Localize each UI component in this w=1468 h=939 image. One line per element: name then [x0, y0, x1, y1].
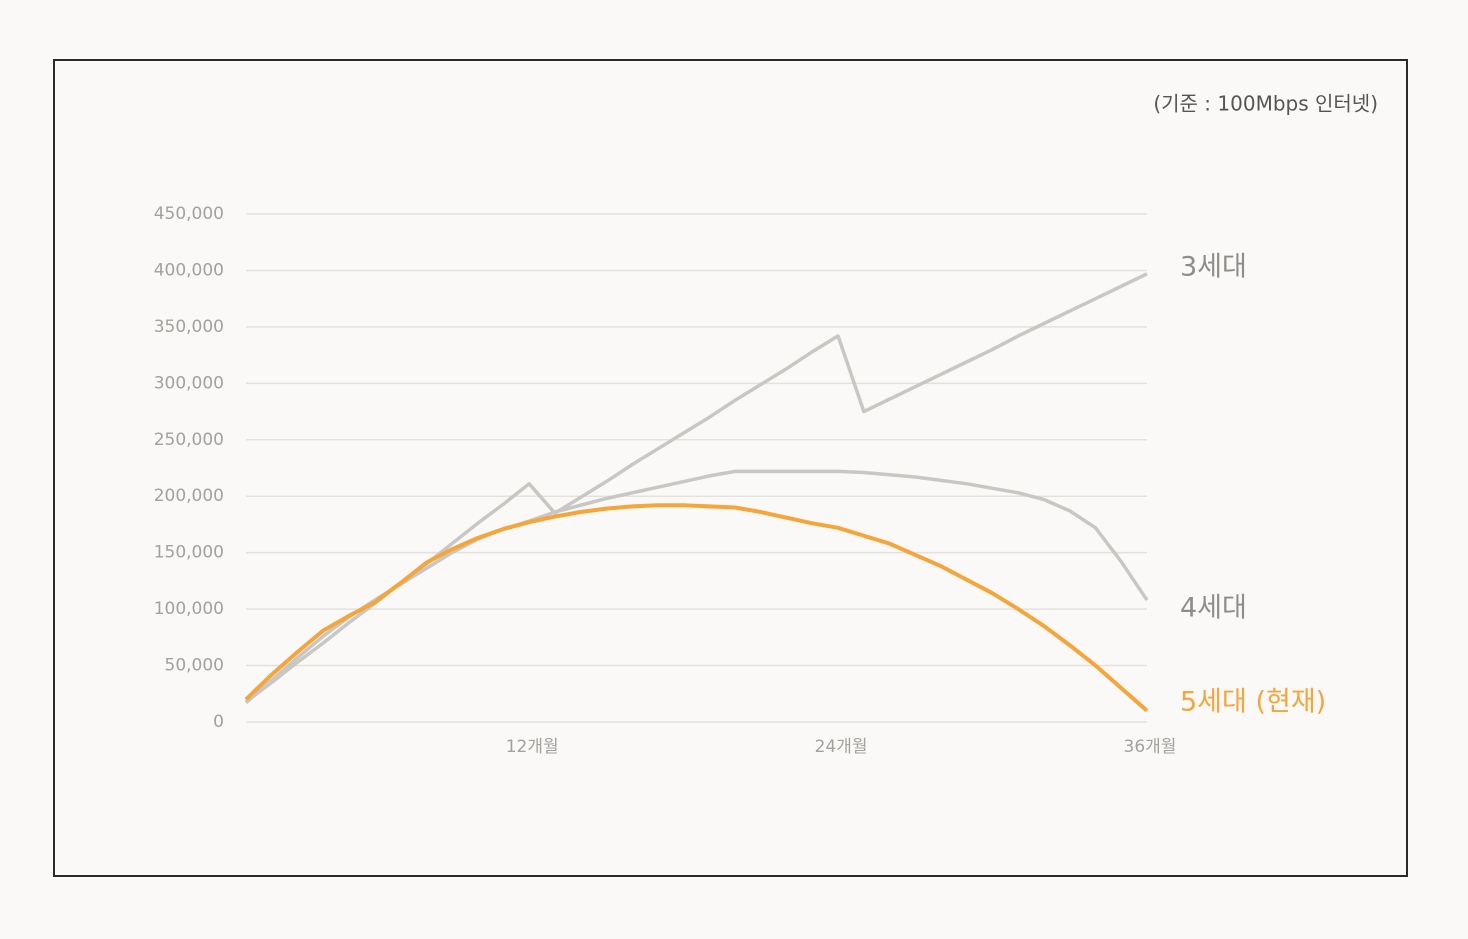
y-tick-label: 50,000 — [165, 656, 224, 676]
series-label: 3세대 — [1180, 252, 1247, 283]
y-tick-label: 400,000 — [154, 260, 224, 280]
x-tick-label: 36개월 — [1124, 737, 1177, 757]
x-tick-label: 12개월 — [506, 737, 559, 757]
y-tick-label: 350,000 — [154, 317, 224, 337]
y-tick-label: 450,000 — [154, 204, 224, 224]
y-tick-label: 100,000 — [154, 599, 224, 619]
frame — [53, 59, 1408, 877]
series-line — [244, 503, 1149, 713]
y-tick-label: 0 — [213, 712, 224, 732]
y-tick-label: 250,000 — [154, 430, 224, 450]
y-tick-label: 300,000 — [154, 373, 224, 393]
annotation: (기준 : 100Mbps 인터넷) — [1153, 92, 1378, 116]
y-tick-label: 200,000 — [154, 486, 224, 506]
y-tick-label: 150,000 — [154, 543, 224, 563]
series-label: 4세대 — [1180, 593, 1247, 624]
x-tick-label: 24개월 — [815, 737, 868, 757]
series-label: 5세대 (현재) — [1180, 687, 1326, 718]
